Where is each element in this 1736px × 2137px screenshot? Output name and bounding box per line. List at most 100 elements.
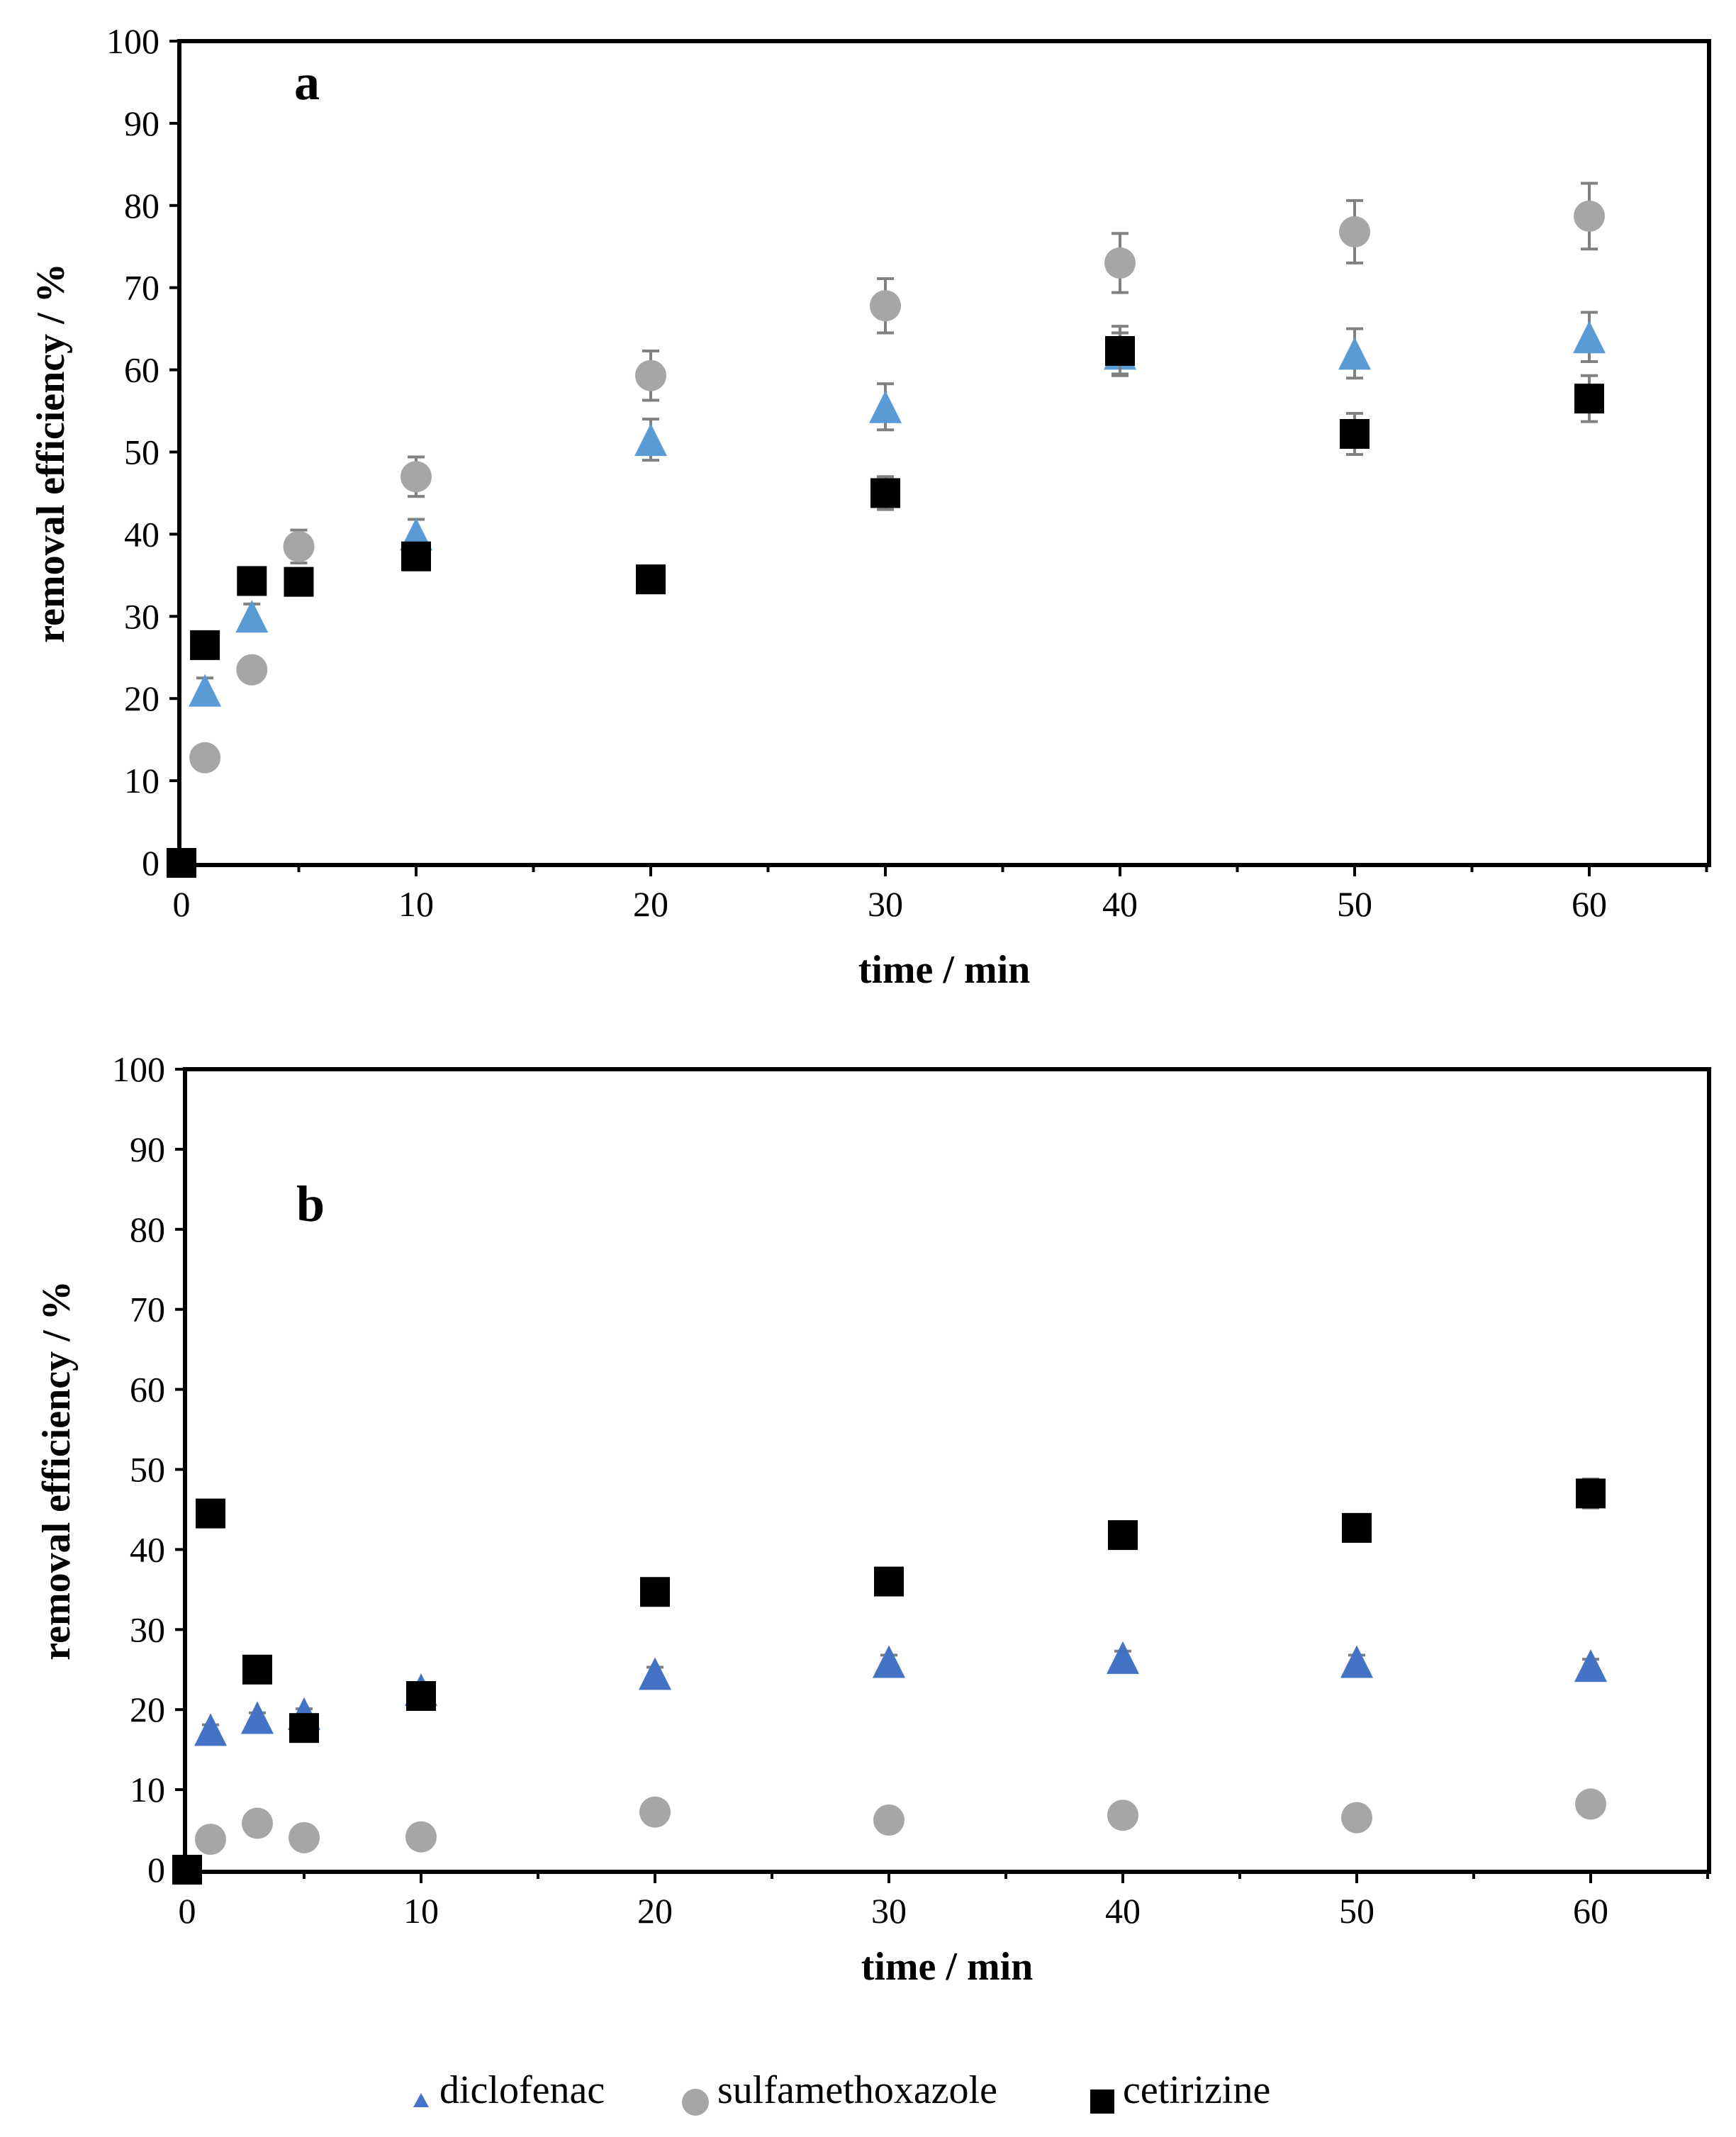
chart-b-point-cetirizine xyxy=(1576,1478,1606,1509)
chart-b-point-cetirizine xyxy=(289,1713,319,1743)
chart-a-point-cetirizine xyxy=(190,630,220,660)
chart-b-y-tick-label: 40 xyxy=(130,1529,165,1569)
chart-a-y-tick-label: 60 xyxy=(124,350,159,390)
chart-a-point-cetirizine xyxy=(870,478,900,508)
chart-a-point-sulfamethoxazole xyxy=(189,742,221,774)
chart-b-y-tick-label: 20 xyxy=(130,1690,165,1729)
chart-a-x-tick-label: 20 xyxy=(633,884,668,924)
chart-b-y-tick-label: 0 xyxy=(147,1850,165,1890)
chart-b-y-axis-label: removal efficiency / % xyxy=(35,1280,79,1660)
legend-item-diclofenac: diclofenac xyxy=(413,2068,605,2112)
chart-a-point-cetirizine xyxy=(636,564,666,595)
chart-a-point-diclofenac xyxy=(634,423,667,457)
chart-a-y-axis-label: removal efficiency / % xyxy=(29,263,73,642)
legend-label-cetirizine: cetirizine xyxy=(1123,2068,1270,2112)
chart-a-x-tick-label: 10 xyxy=(398,884,434,924)
square-icon xyxy=(1090,2089,1114,2114)
chart-panel-a: 0 10 20 30 40 50 60 70 80 90 100 0 10 20 30 40 50 60 a ti… xyxy=(29,21,1711,992)
chart-a-y-tick-label: 50 xyxy=(124,433,159,472)
chart-b-point-diclofenac xyxy=(194,1713,227,1746)
chart-a-marks xyxy=(167,182,1606,878)
chart-a-y-tick-label: 90 xyxy=(124,104,159,143)
chart-b-y-tick-label: 90 xyxy=(130,1129,165,1169)
chart-a-x-tick-label: 0 xyxy=(173,884,191,924)
chart-a-x-tick-label: 50 xyxy=(1337,884,1372,924)
chart-b-plot-frame xyxy=(183,1067,1711,1874)
chart-panel-b: 0 10 20 30 40 50 60 70 80 90 100 0 10 20 30 40 50 60 b ti… xyxy=(35,1049,1711,1989)
chart-a-point-diclofenac xyxy=(189,674,222,707)
chart-a-point-sulfamethoxazole xyxy=(236,654,268,686)
chart-b-point-diclofenac xyxy=(873,1645,905,1678)
chart-a-point-cetirizine xyxy=(1574,384,1604,414)
chart-b-point-diclofenac xyxy=(639,1657,671,1690)
chart-b-point-cetirizine xyxy=(196,1498,225,1529)
chart-b-point-cetirizine xyxy=(640,1577,670,1607)
chart-a-point-diclofenac xyxy=(869,390,902,423)
chart-b-x-tick-label: 60 xyxy=(1573,1891,1608,1931)
chart-a-point-sulfamethoxazole xyxy=(283,530,315,562)
chart-b-marks xyxy=(172,1478,1607,1885)
chart-a-y-tick-label: 20 xyxy=(124,679,159,718)
chart-a-point-sulfamethoxazole xyxy=(1104,247,1136,279)
chart-b-point-sulfamethoxazole xyxy=(1107,1800,1138,1831)
chart-b-x-tick-label: 50 xyxy=(1339,1891,1374,1931)
chart-b-x-tick-label: 30 xyxy=(871,1891,907,1931)
chart-a-point-diclofenac xyxy=(1338,337,1371,370)
legend-label-sulfamethoxazole: sulfamethoxazole xyxy=(717,2068,997,2112)
chart-a-point-sulfamethoxazole xyxy=(870,290,901,322)
chart-b-x-tick-label: 40 xyxy=(1105,1891,1141,1931)
chart-a-point-diclofenac xyxy=(1573,320,1606,354)
chart-b-point-cetirizine xyxy=(1342,1512,1372,1543)
chart-b-point-sulfamethoxazole xyxy=(195,1824,226,1856)
chart-a-x-axis-label: time / min xyxy=(858,948,1031,992)
chart-a-y-tick-label: 40 xyxy=(124,514,159,554)
chart-b-point-sulfamethoxazole xyxy=(1575,1788,1606,1820)
chart-a-x-tick-label: 30 xyxy=(868,884,903,924)
chart-b-y-tick-label: 50 xyxy=(130,1450,165,1490)
chart-a-point-sulfamethoxazole xyxy=(635,359,666,391)
chart-b-ticks: 0 10 20 30 40 50 60 70 80 90 100 0 10 20 30 40 50 60 xyxy=(112,1049,1709,1931)
chart-a-panel-label: a xyxy=(294,54,320,111)
legend-item-cetirizine: cetirizine xyxy=(1090,2068,1270,2114)
chart-a-point-sulfamethoxazole xyxy=(1339,216,1370,247)
chart-b-x-axis-label: time / min xyxy=(861,1945,1034,1989)
chart-a-y-tick-label: 0 xyxy=(142,843,159,883)
chart-b-y-tick-label: 30 xyxy=(130,1609,165,1649)
chart-b-point-sulfamethoxazole xyxy=(405,1821,437,1853)
chart-b-y-tick-label: 70 xyxy=(130,1290,165,1329)
chart-b-point-sulfamethoxazole xyxy=(289,1821,320,1853)
chart-a-point-cetirizine xyxy=(237,566,267,596)
chart-b-point-cetirizine xyxy=(406,1681,436,1712)
circle-icon xyxy=(682,2089,709,2116)
legend-label-diclofenac: diclofenac xyxy=(439,2068,605,2112)
chart-b-point-diclofenac xyxy=(241,1701,274,1734)
chart-a-point-cetirizine xyxy=(284,567,314,597)
chart-b-x-tick-label: 20 xyxy=(637,1891,673,1931)
chart-b-point-sulfamethoxazole xyxy=(242,1807,273,1839)
chart-a-point-sulfamethoxazole xyxy=(401,461,432,493)
chart-b-point-cetirizine xyxy=(1108,1520,1138,1551)
chart-b-point-diclofenac xyxy=(1574,1649,1607,1683)
chart-b-point-cetirizine xyxy=(242,1654,272,1685)
chart-b-point-sulfamethoxazole xyxy=(1341,1802,1372,1834)
chart-b-point-sulfamethoxazole xyxy=(873,1804,905,1836)
chart-b-y-tick-label: 80 xyxy=(130,1210,165,1249)
chart-b-x-tick-label: 10 xyxy=(403,1891,439,1931)
chart-b-point-cetirizine xyxy=(874,1566,904,1597)
chart-a-y-tick-label: 100 xyxy=(106,21,159,61)
chart-b-y-tick-label: 10 xyxy=(130,1770,165,1809)
chart-b-point-diclofenac xyxy=(1107,1641,1139,1674)
chart-a-y-tick-label: 10 xyxy=(124,761,159,800)
chart-a-point-cetirizine xyxy=(1105,335,1135,366)
chart-b-point-sulfamethoxazole xyxy=(639,1796,671,1828)
chart-a-point-cetirizine xyxy=(401,541,431,571)
chart-b-x-tick-label: 0 xyxy=(179,1891,196,1931)
chart-a-x-tick-label: 60 xyxy=(1572,884,1607,924)
chart-a-ticks: 0 10 20 30 40 50 60 70 80 90 100 0 10 20 30 40 50 60 xyxy=(106,21,1708,924)
legend: diclofenac sulfamethoxazole cetirizine xyxy=(413,2068,1270,2116)
chart-b-y-tick-label: 60 xyxy=(130,1370,165,1410)
chart-a-y-tick-label: 80 xyxy=(124,186,159,225)
chart-a-point-sulfamethoxazole xyxy=(1574,200,1605,232)
chart-a-point-diclofenac xyxy=(235,600,269,633)
